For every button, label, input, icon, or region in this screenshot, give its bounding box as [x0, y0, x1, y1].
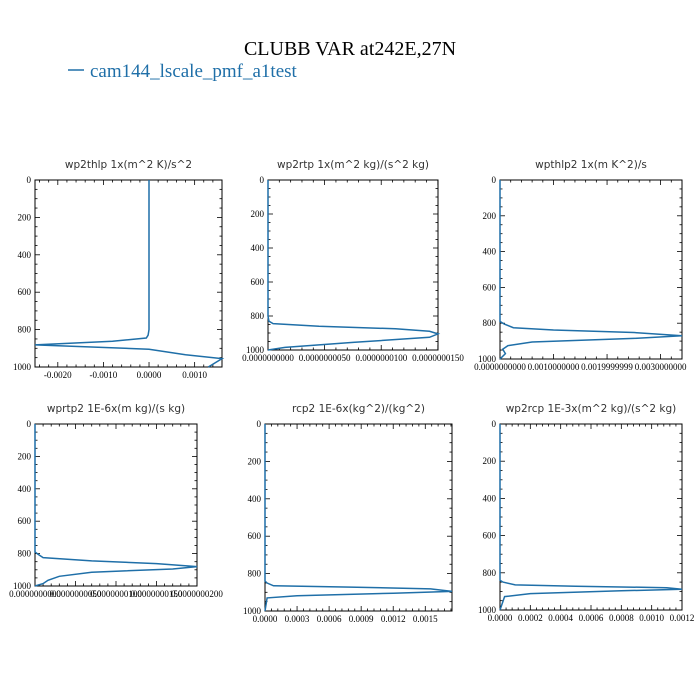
x-tick-label: 0.0010 — [639, 613, 664, 623]
y-tick-label: 800 — [483, 568, 497, 578]
panel-title: wp2rcp 1E-3x(m^2 kg)/(s^2 kg) — [506, 403, 677, 415]
figure-title: CLUBB VAR at242E,27N — [244, 38, 456, 60]
y-tick-label: 800 — [483, 318, 497, 328]
series-line — [34, 424, 198, 587]
panel-title: rcp2 1E-6x(kg^2)/(kg^2) — [292, 403, 425, 415]
x-tick-label: 0.0003 — [285, 614, 310, 624]
y-tick-label: 1000 — [243, 606, 262, 616]
y-tick-label: 1000 — [13, 581, 32, 591]
y-tick-label: 0 — [260, 175, 265, 185]
y-tick-label: 0 — [27, 175, 32, 185]
series-line — [264, 424, 453, 612]
plot-frame — [499, 423, 683, 611]
y-tick-label: 600 — [248, 531, 262, 541]
legend-label: cam144_lscale_pmf_a1test — [90, 61, 298, 82]
y-tick-label: 600 — [251, 277, 265, 287]
y-tick-label: 1000 — [246, 345, 265, 355]
x-tick-label: 0.0015 — [413, 614, 438, 624]
y-tick-label: 400 — [251, 243, 265, 253]
y-tick-label: 200 — [483, 211, 497, 221]
x-tick-label: 0.0019999999 — [581, 362, 633, 372]
panel-3: wpthlp2 1x(m K^2)/s020040060080010000.00… — [474, 159, 687, 372]
panel-5: rcp2 1E-6x(kg^2)/(kg^2) 0 200 400 600 800 1000… — [243, 403, 453, 624]
y-tick-label: 800 — [251, 311, 265, 321]
x-tick-label: 0.0008 — [609, 613, 634, 623]
y-tick-label: 200 — [251, 209, 265, 219]
x-tick-label: 0.0004 — [548, 613, 573, 623]
x-tick-label: 0.0009 — [349, 614, 374, 624]
x-tick-label: 0.0000000000 — [9, 589, 61, 599]
y-tick-label: 1000 — [478, 605, 497, 615]
y-tick-label: 0 — [492, 175, 497, 185]
panel-title: wp2thlp 1x(m^2 K)/s^2 — [65, 159, 192, 171]
x-tick-label: 0.0000000200 — [171, 589, 223, 599]
panel-title: wprtp2 1E-6x(m kg)/(s kg) — [47, 403, 185, 415]
x-tick-label: 0.0000 — [253, 614, 278, 624]
x-tick-label: 0.0000000050 — [299, 353, 351, 363]
y-tick-label: 0 — [257, 419, 262, 429]
plot-frame — [264, 423, 453, 612]
x-tick-label: 0.0000000100 — [356, 353, 408, 363]
y-tick-label: 0 — [492, 419, 497, 429]
y-tick-label: 600 — [18, 287, 32, 297]
x-tick-label: 0.0000 — [488, 613, 513, 623]
panel-1: wp2thlp 1x(m^2 K)/s^2 0 200 400 600 800 1000 -0… — [13, 159, 225, 380]
x-tick-label: 0.0010000000 — [528, 362, 580, 372]
series-line — [499, 424, 683, 611]
y-tick-label: 600 — [483, 282, 497, 292]
panel-6: wp2rcp 1E-3x(m^2 kg)/(s^2 kg) 0 200 400 600 8… — [478, 403, 694, 623]
y-tick-label: 800 — [248, 569, 262, 579]
x-tick-label: 0.0000000150 — [131, 589, 183, 599]
x-tick-label: 0.0012 — [381, 614, 406, 624]
y-tick-label: 800 — [18, 325, 32, 335]
x-tick-label: 0.0006 — [579, 613, 604, 623]
y-tick-label: 0 — [27, 419, 32, 429]
y-tick-label: 400 — [18, 484, 32, 494]
x-tick-label: 0.0000000050 — [50, 589, 102, 599]
panel-title: wpthlp2 1x(m K^2)/s — [535, 159, 647, 171]
x-tick-label: 0.0006 — [317, 614, 342, 624]
y-tick-label: 400 — [483, 493, 497, 503]
x-tick-label: -0.0020 — [44, 370, 72, 380]
series-line — [267, 180, 441, 351]
y-tick-label: 200 — [18, 212, 32, 222]
y-tick-label: 200 — [18, 451, 32, 461]
plot-frame — [499, 179, 683, 360]
y-tick-label: 1000 — [13, 362, 32, 372]
y-tick-label: 400 — [18, 250, 32, 260]
x-tick-label: 0.0000000000 — [242, 353, 294, 363]
y-tick-label: 800 — [18, 549, 32, 559]
y-tick-label: 400 — [248, 494, 262, 504]
x-tick-label: 0.0010 — [182, 370, 207, 380]
y-tick-label: 1000 — [478, 354, 497, 364]
y-tick-label: 200 — [483, 456, 497, 466]
panel-2: wp2rtp 1x(m^2 kg)/(s^2 kg) 0 200 400 600 800 1… — [242, 159, 464, 363]
x-tick-label: 0.0012 — [670, 613, 695, 623]
series-line — [499, 180, 683, 360]
y-tick-label: 600 — [483, 531, 497, 541]
y-tick-label: 200 — [248, 456, 262, 466]
x-tick-label: 0.0002 — [518, 613, 543, 623]
legend: cam144_lscale_pmf_a1test — [68, 61, 298, 82]
panel-title: wp2rtp 1x(m^2 kg)/(s^2 kg) — [277, 159, 429, 171]
x-tick-label: 0.0000000100 — [90, 589, 142, 599]
series-line — [34, 180, 225, 368]
x-tick-label: 0.0000000150 — [412, 353, 464, 363]
panel-4: wprtp2 1E-6x(m kg)/(s kg) 0 200 400 600 800 10… — [9, 403, 223, 599]
y-tick-label: 400 — [483, 247, 497, 257]
x-tick-label: 0.0030000000 — [635, 362, 687, 372]
x-tick-label: 0.0000 — [137, 370, 162, 380]
y-tick-label: 600 — [18, 516, 32, 526]
x-tick-label: 0.0000000000 — [474, 362, 526, 372]
x-tick-label: -0.0010 — [90, 370, 118, 380]
